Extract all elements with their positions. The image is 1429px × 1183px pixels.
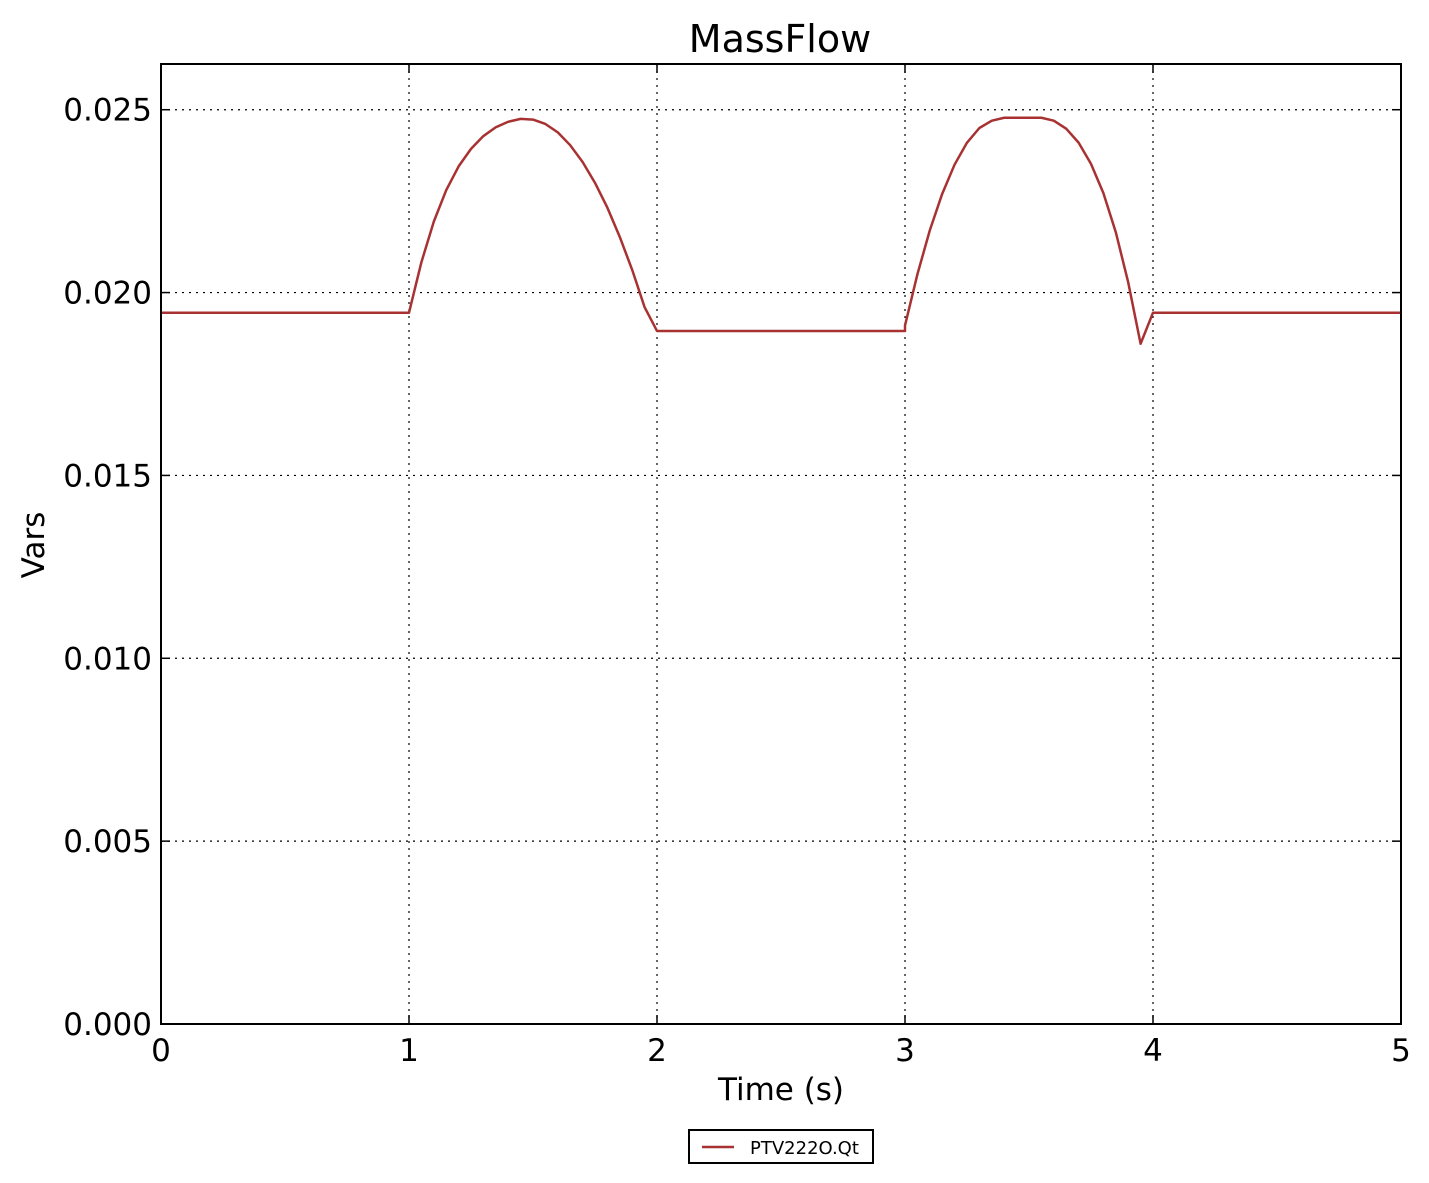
series-line-ptv222o-qt — [161, 116, 1401, 346]
x-tick-label: 5 — [1391, 1033, 1411, 1069]
y-tick-label: 0.010 — [63, 641, 152, 677]
y-tick-label: 0.000 — [63, 1007, 152, 1043]
plot-area — [161, 64, 1401, 1024]
legend-label-ptv222o-qt: PTV222O.Qt — [750, 1138, 859, 1159]
y-tick-label: 0.015 — [63, 458, 152, 494]
x-tick-label: 4 — [1143, 1033, 1163, 1069]
tick-marks — [160, 64, 1402, 1025]
y-tick-label: 0.020 — [63, 276, 152, 312]
x-tick-label: 1 — [399, 1033, 419, 1069]
y-axis-label: Vars — [16, 512, 52, 579]
x-tick-label: 3 — [895, 1033, 915, 1069]
tick-labels: 0 1 2 3 4 5 0.000 0.005 0.010 0.015 0.020 0.025 — [63, 93, 1411, 1069]
x-tick-label: 0 — [151, 1033, 171, 1069]
series-lines — [161, 116, 1401, 346]
chart-title: MassFlow — [689, 17, 871, 61]
legend: PTV222O.Qt — [688, 1129, 874, 1164]
x-tick-label: 2 — [647, 1033, 667, 1069]
x-axis-label: Time (s) — [717, 1072, 844, 1108]
y-tick-label: 0.025 — [63, 93, 152, 129]
grid-lines — [161, 64, 1401, 1024]
y-tick-label: 0.005 — [63, 824, 152, 860]
plot-frame — [160, 63, 1402, 1025]
